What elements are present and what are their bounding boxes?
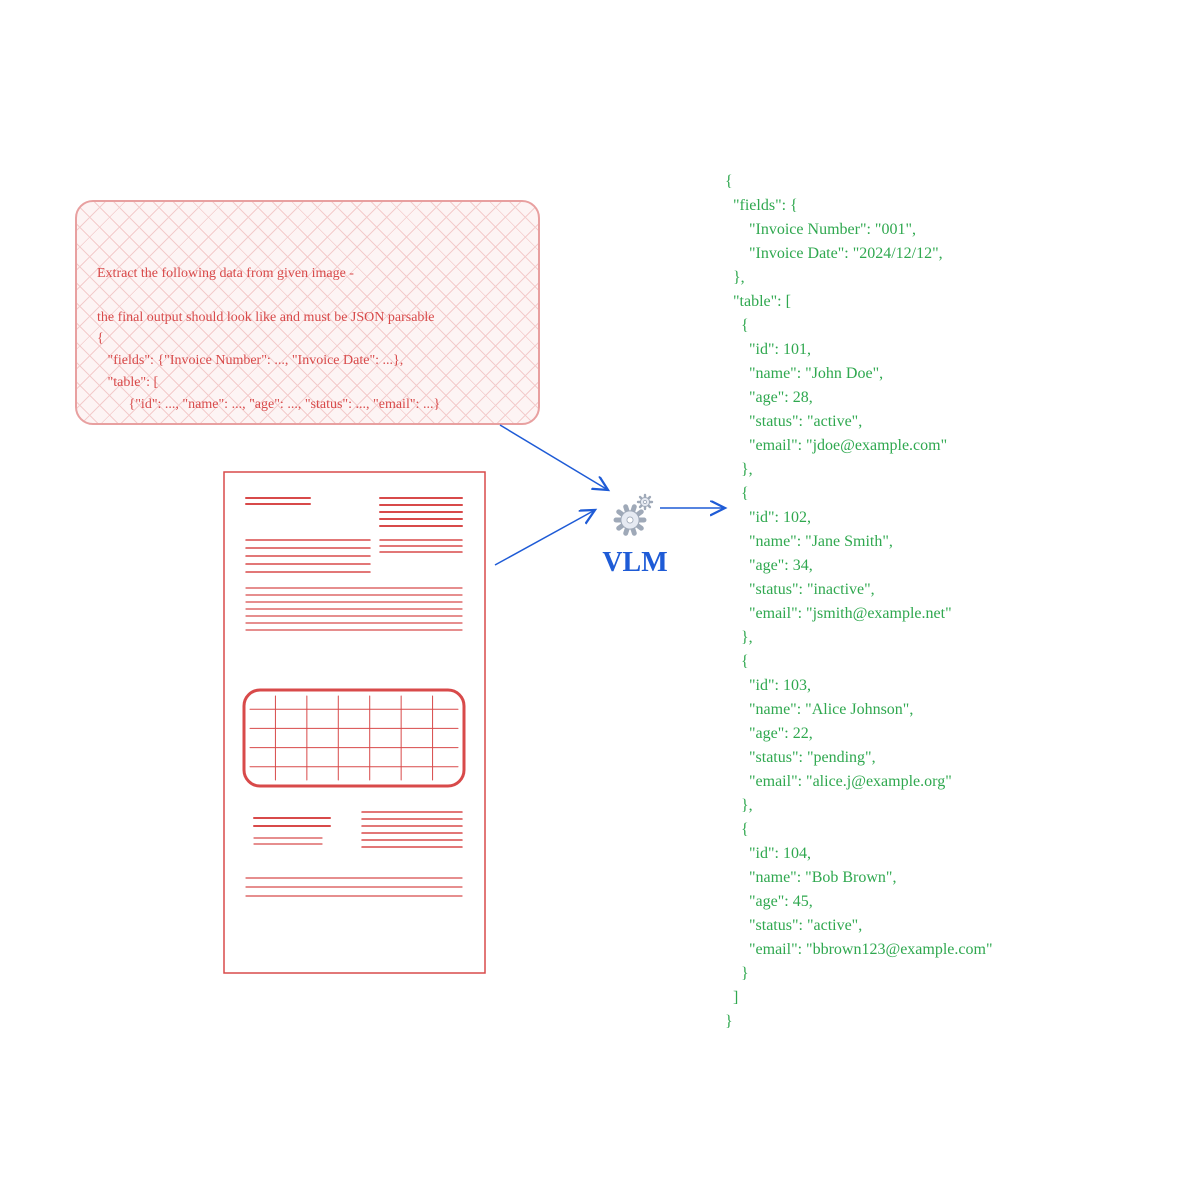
- document-sketch: [222, 470, 487, 975]
- json-output: { "fields": { "Invoice Number": "001", "…: [725, 170, 1165, 1034]
- prompt-box: Extract the following data from given im…: [75, 200, 540, 425]
- gear-icon: [605, 490, 665, 538]
- vlm-label: VLM: [595, 547, 675, 579]
- prompt-text: Extract the following data from given im…: [97, 263, 518, 425]
- vlm-node: VLM: [595, 490, 675, 579]
